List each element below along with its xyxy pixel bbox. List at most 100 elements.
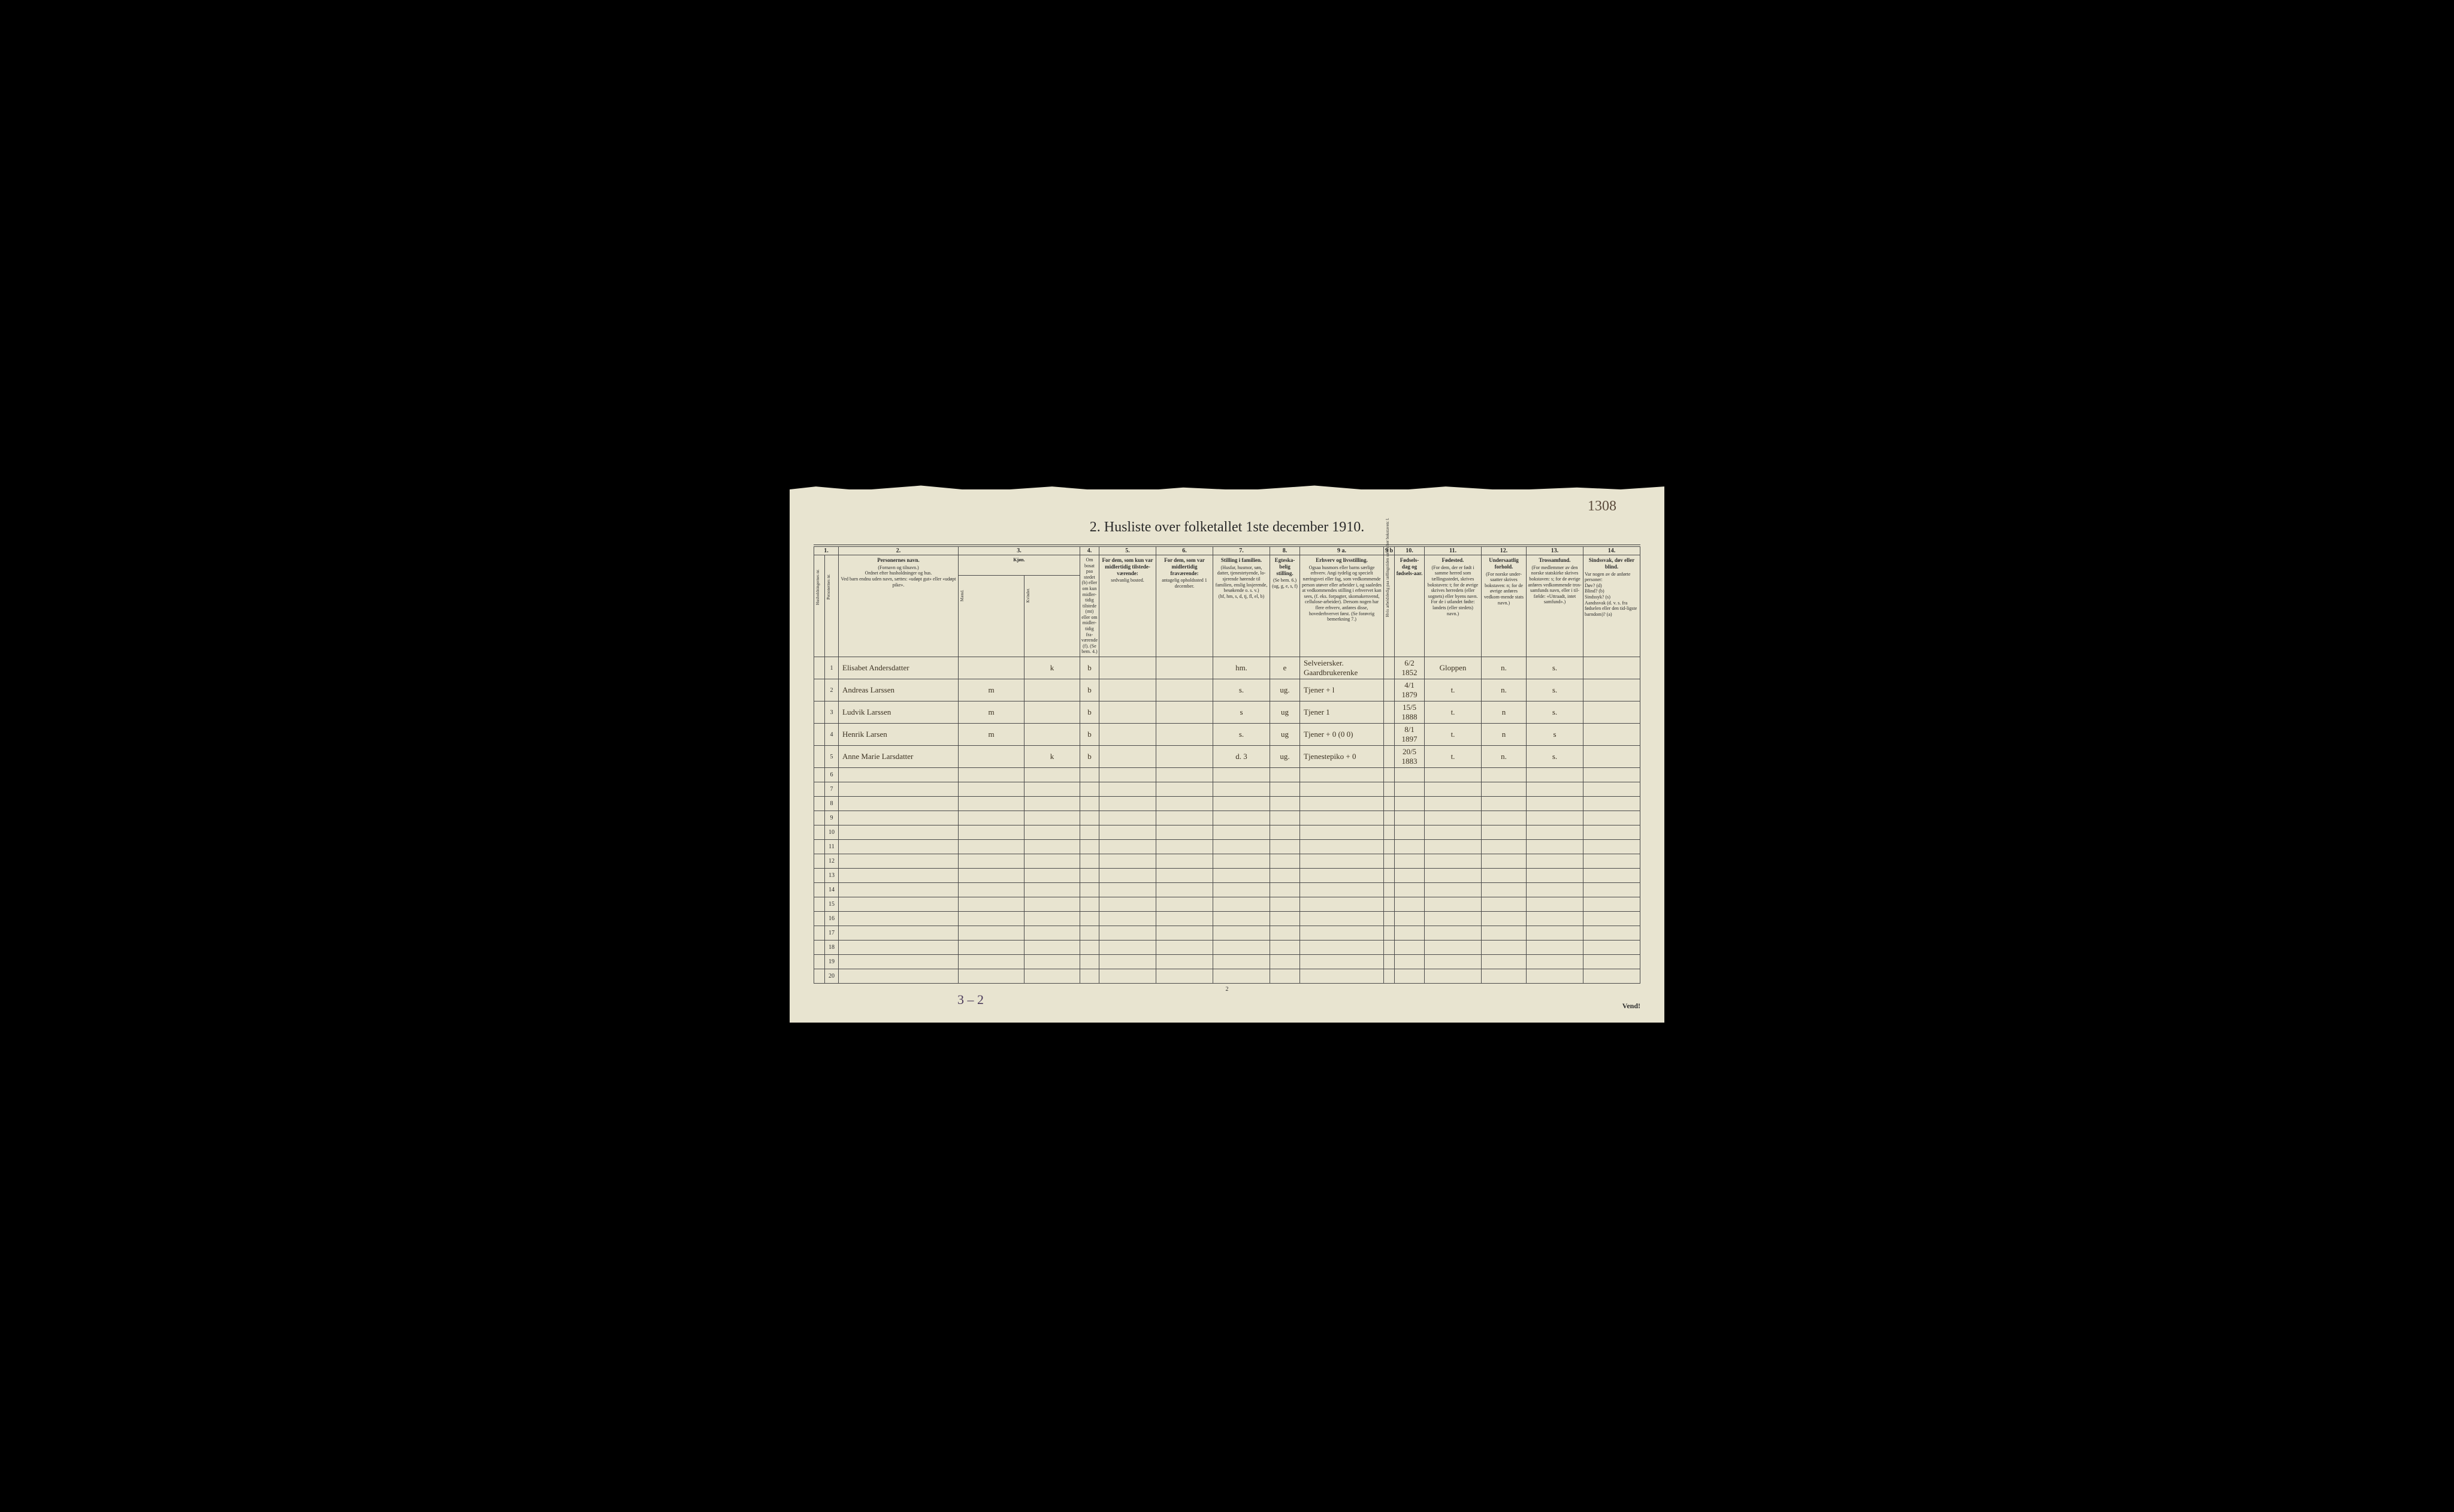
table-cell xyxy=(839,955,959,969)
table-cell xyxy=(1384,679,1395,701)
table-cell: Selveiersker. Gaardbrukerenke xyxy=(1300,657,1384,679)
table-cell xyxy=(1213,768,1270,782)
table-cell xyxy=(959,941,1024,955)
table-cell xyxy=(839,782,959,797)
table-cell xyxy=(1080,869,1099,883)
table-cell xyxy=(1213,883,1270,897)
table-cell xyxy=(1080,883,1099,897)
table-cell xyxy=(1583,955,1640,969)
table-cell xyxy=(1099,701,1156,724)
table-cell xyxy=(1300,811,1384,825)
table-cell xyxy=(1384,825,1395,840)
table-row: 12 xyxy=(814,854,1640,869)
table-cell xyxy=(1583,811,1640,825)
hdr-arbeidsledig: Hvis arbeidsledig paa tællingstiden sætt… xyxy=(1384,555,1395,657)
table-cell xyxy=(1527,811,1583,825)
table-cell xyxy=(1099,955,1156,969)
table-cell xyxy=(1384,657,1395,679)
table-cell: n xyxy=(1482,724,1527,746)
table-cell xyxy=(1270,897,1300,912)
handwritten-page-number: 1308 xyxy=(1588,498,1616,515)
table-cell xyxy=(1300,926,1384,941)
table-cell xyxy=(1080,955,1099,969)
table-cell: s. xyxy=(1527,701,1583,724)
table-cell: ug xyxy=(1270,724,1300,746)
colnum-4: 4. xyxy=(1080,546,1099,555)
table-cell xyxy=(1384,926,1395,941)
hdr-erhverv: Erhverv og livsstilling. Ogsaa husmors e… xyxy=(1300,555,1384,657)
table-cell xyxy=(1384,941,1395,955)
table-cell: b xyxy=(1080,679,1099,701)
colnum-3: 3. xyxy=(959,546,1080,555)
table-cell xyxy=(1583,825,1640,840)
table-cell: 4/1 1879 xyxy=(1395,679,1425,701)
table-cell: Anne Marie Larsdatter xyxy=(839,746,959,768)
table-cell xyxy=(814,941,825,955)
table-cell xyxy=(1384,840,1395,854)
table-cell xyxy=(959,797,1024,811)
table-row: 9 xyxy=(814,811,1640,825)
table-cell: d. 3 xyxy=(1213,746,1270,768)
table-cell xyxy=(1425,969,1482,984)
header-description-row: Husholdningernes nr. Personernes nr. Per… xyxy=(814,555,1640,575)
table-cell xyxy=(1395,926,1425,941)
table-cell xyxy=(1270,797,1300,811)
table-cell xyxy=(1270,825,1300,840)
table-cell xyxy=(1099,854,1156,869)
table-cell xyxy=(1270,854,1300,869)
table-cell xyxy=(1213,854,1270,869)
table-cell xyxy=(1156,679,1213,701)
table-cell xyxy=(1024,941,1080,955)
table-row: 16 xyxy=(814,912,1640,926)
table-cell xyxy=(1583,657,1640,679)
table-cell xyxy=(1395,782,1425,797)
table-cell xyxy=(1099,657,1156,679)
table-cell xyxy=(1024,679,1080,701)
table-cell xyxy=(1099,811,1156,825)
table-cell xyxy=(1099,782,1156,797)
document-title: 2. Husliste over folketallet 1ste decemb… xyxy=(814,519,1640,536)
table-cell xyxy=(1270,768,1300,782)
table-cell xyxy=(1482,869,1527,883)
table-cell xyxy=(1099,941,1156,955)
table-row: 7 xyxy=(814,782,1640,797)
table-cell xyxy=(1156,782,1213,797)
hdr-undersaat: Undersaatlig forhold. (For norske under-… xyxy=(1482,555,1527,657)
table-cell: n. xyxy=(1482,679,1527,701)
table-cell: 10 xyxy=(825,825,839,840)
table-cell xyxy=(1080,854,1099,869)
table-cell xyxy=(1300,912,1384,926)
table-cell xyxy=(1482,969,1527,984)
table-cell: t. xyxy=(1425,724,1482,746)
table-row: 1Elisabet Andersdatterkbhm.eSelveiersker… xyxy=(814,657,1640,679)
table-cell xyxy=(1156,746,1213,768)
table-cell xyxy=(1024,926,1080,941)
table-cell xyxy=(1527,926,1583,941)
table-cell: b xyxy=(1080,746,1099,768)
table-cell xyxy=(814,869,825,883)
table-cell xyxy=(1482,797,1527,811)
colnum-14: 14. xyxy=(1583,546,1640,555)
table-body: 1Elisabet Andersdatterkbhm.eSelveiersker… xyxy=(814,657,1640,984)
table-cell xyxy=(1300,897,1384,912)
table-cell xyxy=(1156,657,1213,679)
table-cell xyxy=(1213,941,1270,955)
footer-annotation: 3 – 2 xyxy=(957,992,984,1008)
table-cell xyxy=(959,746,1024,768)
hdr-kvinder: Kvinder. xyxy=(1024,575,1080,657)
table-cell xyxy=(1527,969,1583,984)
hdr-trossamfund: Trossamfund. (For medlemmer av den norsk… xyxy=(1527,555,1583,657)
table-cell xyxy=(1384,701,1395,724)
table-cell xyxy=(959,955,1024,969)
table-cell xyxy=(959,854,1024,869)
table-cell: Henrik Larsen xyxy=(839,724,959,746)
table-cell xyxy=(1300,869,1384,883)
table-cell xyxy=(1213,782,1270,797)
table-cell xyxy=(814,840,825,854)
table-cell xyxy=(1024,897,1080,912)
table-row: 5Anne Marie Larsdatterkbd. 3ug.Tjenestep… xyxy=(814,746,1640,768)
table-cell xyxy=(839,912,959,926)
colnum-2: 2. xyxy=(839,546,959,555)
table-cell xyxy=(1080,912,1099,926)
table-cell xyxy=(1213,825,1270,840)
